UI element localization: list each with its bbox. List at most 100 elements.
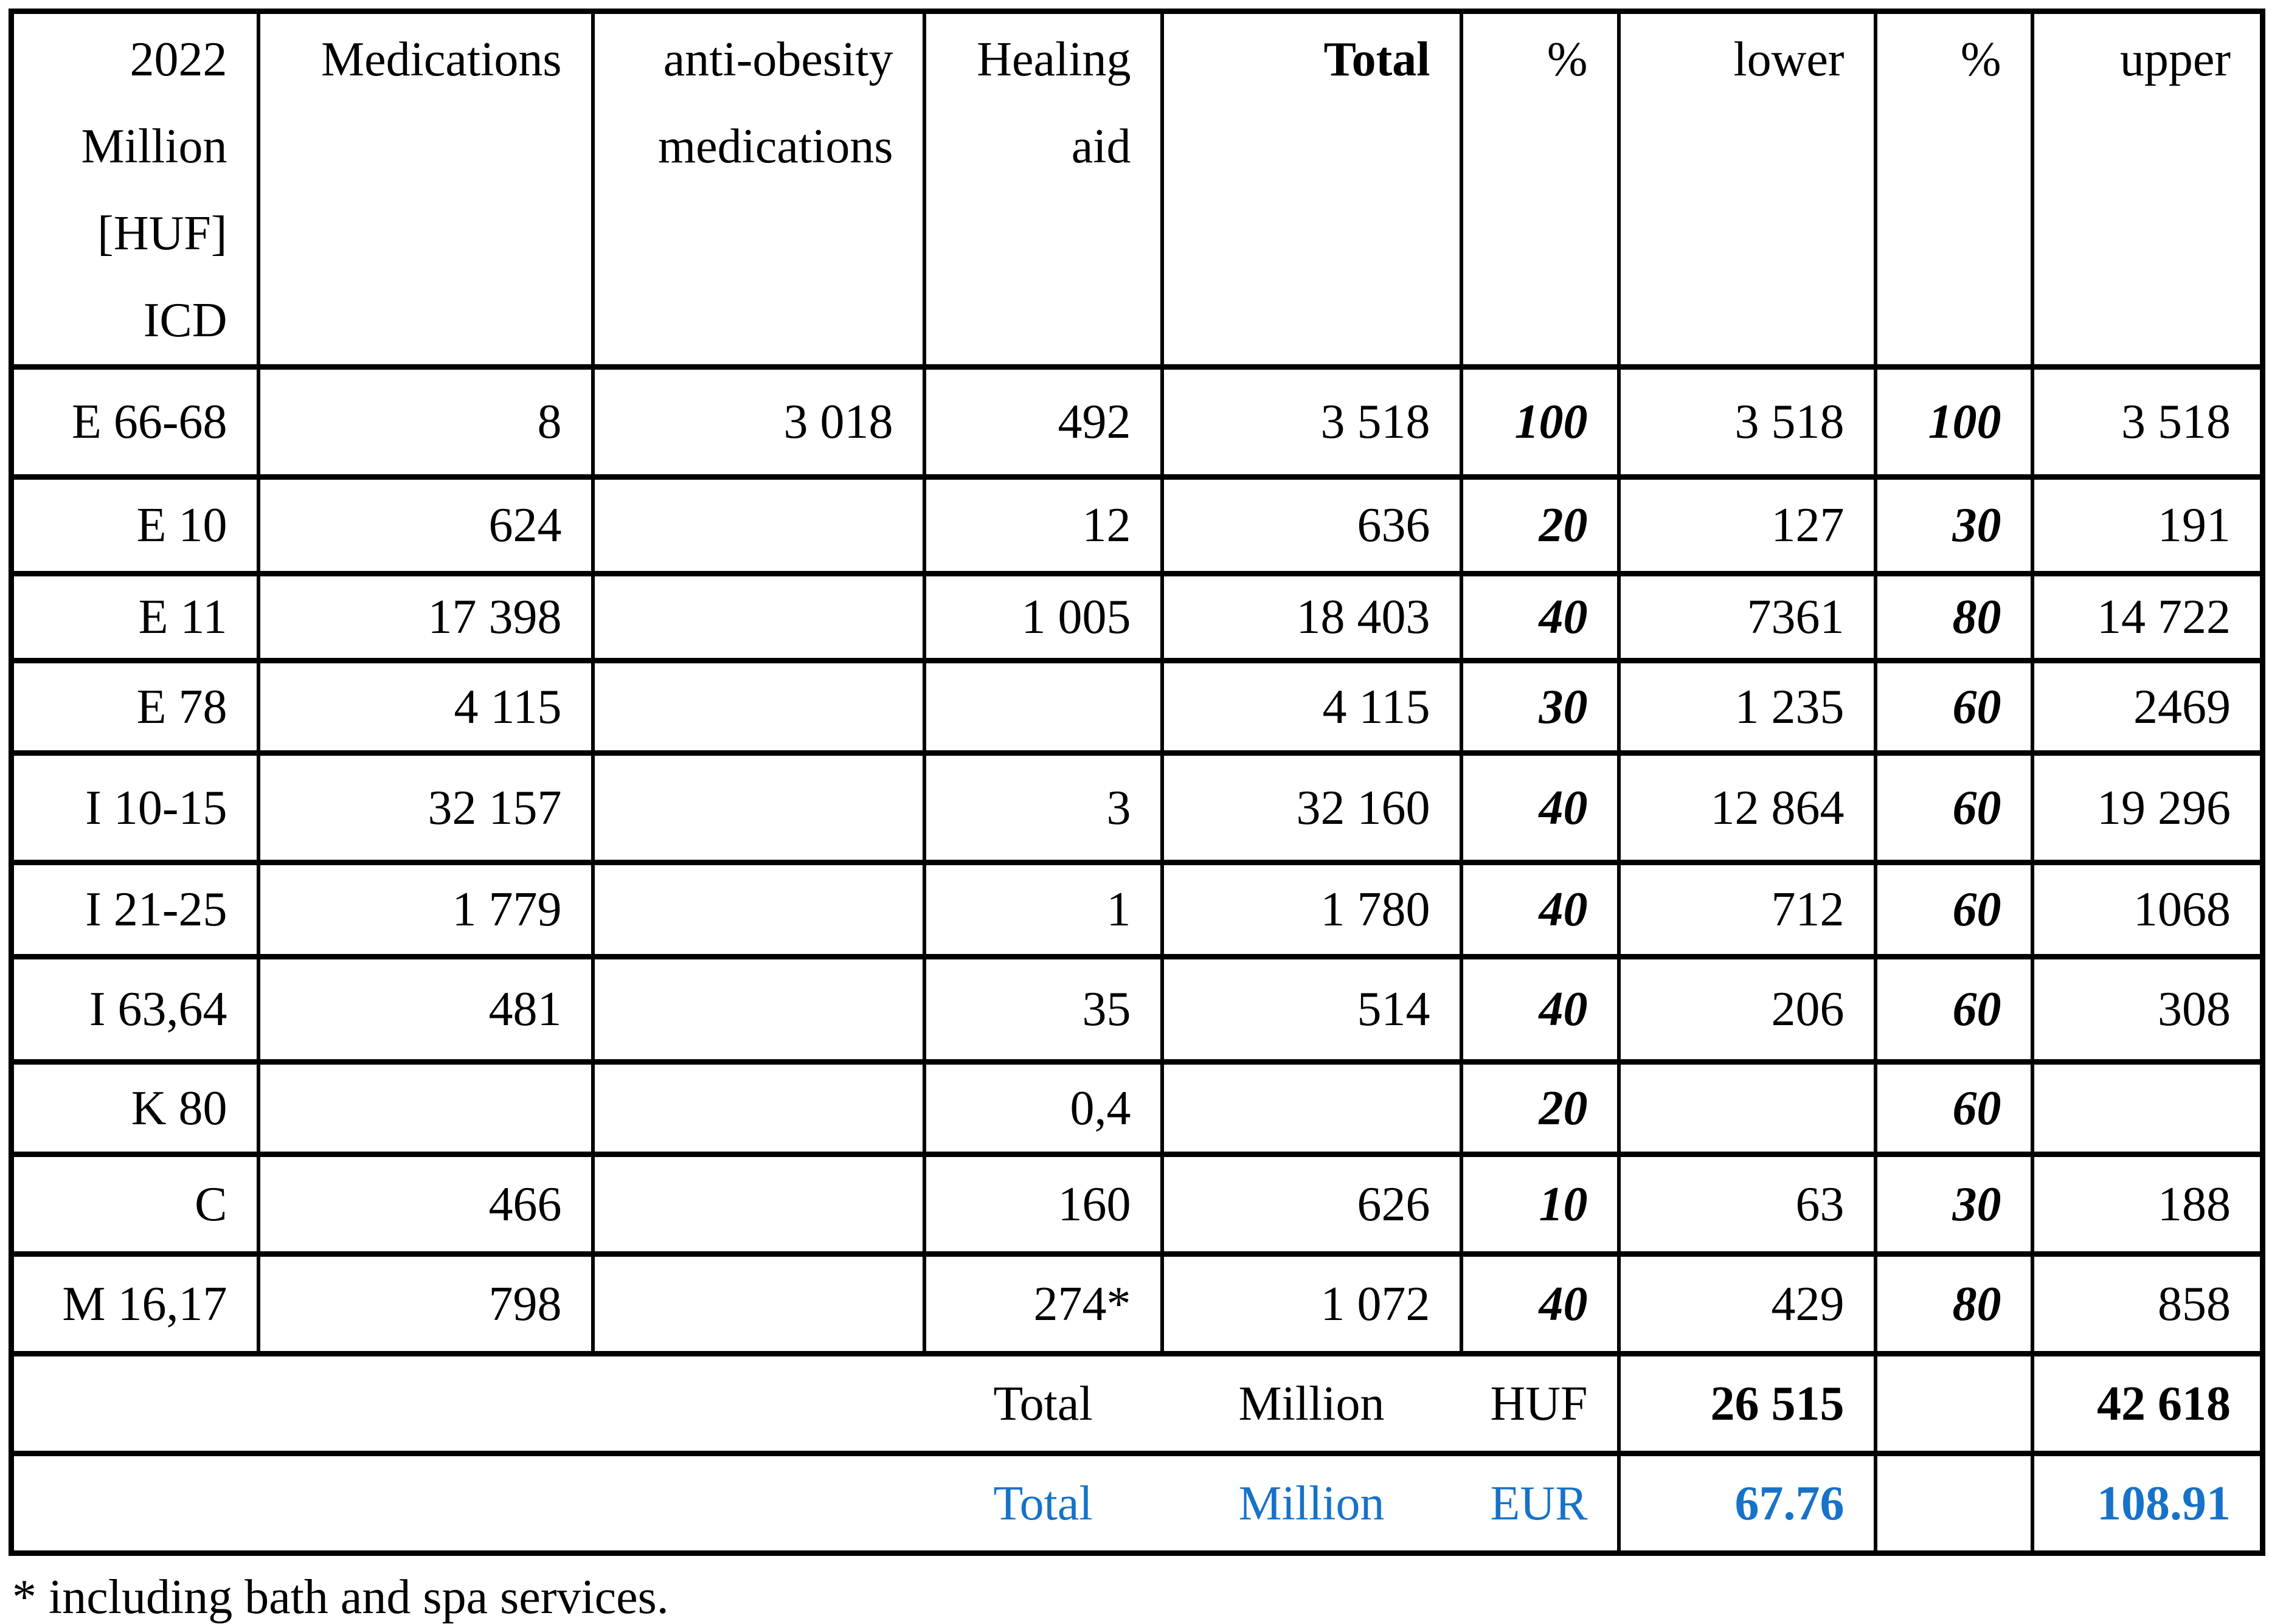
table-row: E 11 17 398 1 005 18 403 40 7361 80 14 7…: [9, 571, 2265, 663]
cell-total: 636: [1160, 474, 1463, 576]
cell-anti-obesity: [591, 1152, 926, 1257]
cell-pct-1: 30: [1459, 658, 1621, 756]
header-anti-obesity: anti-obesity medications: [591, 9, 926, 370]
header-upper: upper: [2030, 9, 2265, 370]
cell-lower: 127: [1616, 474, 1877, 576]
cell-pct-2: 60: [1873, 1059, 2034, 1157]
table-row: C 466 160 626 10 63 30 188: [9, 1152, 2265, 1257]
cell-total: 32 160: [1160, 750, 1463, 865]
cell-medications: 798: [256, 1251, 595, 1356]
header-pct-2: %: [1873, 9, 2034, 370]
cell-icd: E 10: [9, 474, 260, 576]
cell-medications: 1 779: [256, 860, 595, 959]
cell-pct-2: 80: [1873, 1251, 2034, 1356]
cell-upper: 188: [2030, 1152, 2265, 1257]
cell-total: 1 072: [1160, 1251, 1463, 1356]
cell-icd: I 10-15: [9, 750, 260, 865]
cell-upper: 858: [2030, 1251, 2265, 1356]
cell-healing-aid: 0,4: [922, 1059, 1164, 1157]
cell-total: 4 115: [1160, 658, 1463, 756]
cell-total: 3 518: [1160, 364, 1463, 480]
cell-pct-2: 60: [1873, 658, 2034, 756]
total-upper: 42 618: [2030, 1351, 2265, 1456]
cell-total: 18 403: [1160, 571, 1463, 663]
cell-pct-2: 100: [1873, 364, 2034, 480]
cell-healing-aid: [922, 658, 1164, 756]
cell-healing-aid: 1: [922, 860, 1164, 959]
cell-anti-obesity: [591, 1251, 926, 1356]
cell-lower: [1616, 1059, 1877, 1157]
cell-lower: 206: [1616, 954, 1877, 1065]
cell-total: [1160, 1059, 1463, 1157]
cell-medications: [256, 1059, 595, 1157]
cell-anti-obesity: [591, 474, 926, 576]
total-label: Total: [924, 1451, 1162, 1556]
cell-pct-2: 60: [1873, 750, 2034, 865]
cell-anti-obesity: [591, 954, 926, 1065]
cell-lower: 429: [1616, 1251, 1877, 1356]
total-empty: [9, 1351, 924, 1456]
cell-upper: 308: [2030, 954, 2265, 1065]
cell-lower: 712: [1616, 860, 1877, 959]
cell-pct-2: 30: [1873, 474, 2034, 576]
header-icd: 2022 Million [HUF] ICD: [9, 9, 260, 370]
cell-healing-aid: 274*: [922, 1251, 1164, 1356]
cell-lower: 3 518: [1616, 364, 1877, 480]
cell-healing-aid: 35: [922, 954, 1164, 1065]
total-row-eur: Total Million EUR 67.76 108.91: [9, 1451, 2265, 1556]
header-healing-aid: Healing aid: [922, 9, 1164, 370]
cell-icd: M 16,17: [9, 1251, 260, 1356]
icd-cost-table: 2022 Million [HUF] ICD Medications anti-…: [9, 9, 2265, 1556]
cell-pct-2: 60: [1873, 954, 2034, 1065]
cell-medications: 17 398: [256, 571, 595, 663]
cell-pct-1: 40: [1459, 860, 1621, 959]
cell-total: 514: [1160, 954, 1463, 1065]
total-lower: 26 515: [1616, 1351, 1877, 1456]
cell-anti-obesity: [591, 750, 926, 865]
cell-pct-1: 40: [1459, 1251, 1621, 1356]
table-row: E 10 624 12 636 20 127 30 191: [9, 474, 2265, 576]
header-medications: Medications: [256, 9, 595, 370]
cell-icd: I 21-25: [9, 860, 260, 959]
total-lower: 67.76: [1616, 1451, 1877, 1556]
header-lower: lower: [1616, 9, 1877, 370]
table-row: K 80 0,4 20 60: [9, 1059, 2265, 1157]
cell-upper: [2030, 1059, 2265, 1157]
cell-pct-1: 40: [1459, 954, 1621, 1065]
cell-medications: 466: [256, 1152, 595, 1257]
table-row: I 10-15 32 157 3 32 160 40 12 864 60 19 …: [9, 750, 2265, 865]
cell-medications: 481: [256, 954, 595, 1065]
cell-icd: I 63,64: [9, 954, 260, 1065]
total-currency: EUR: [1461, 1451, 1621, 1556]
cell-upper: 2469: [2030, 658, 2265, 756]
cell-total: 1 780: [1160, 860, 1463, 959]
cell-pct-2: 80: [1873, 571, 2034, 663]
cell-anti-obesity: [591, 658, 926, 756]
cell-total: 626: [1160, 1152, 1463, 1257]
cell-healing-aid: 3: [922, 750, 1164, 865]
cell-anti-obesity: 3 018: [591, 364, 926, 480]
cell-icd: E 78: [9, 658, 260, 756]
table-row: I 21-25 1 779 1 1 780 40 712 60 1068: [9, 860, 2265, 959]
total-empty: [9, 1451, 924, 1556]
total-unit: Million: [1162, 1451, 1461, 1556]
cell-pct-1: 40: [1459, 750, 1621, 865]
total-label: Total: [924, 1351, 1162, 1456]
cell-healing-aid: 160: [922, 1152, 1164, 1257]
cell-medications: 32 157: [256, 750, 595, 865]
table-row: M 16,17 798 274* 1 072 40 429 80 858: [9, 1251, 2265, 1356]
total-row-huf: Total Million HUF 26 515 42 618: [9, 1351, 2265, 1456]
cell-icd: C: [9, 1152, 260, 1257]
cell-pct-2: 60: [1873, 860, 2034, 959]
cell-medications: 4 115: [256, 658, 595, 756]
cell-pct-1: 10: [1459, 1152, 1621, 1257]
cell-anti-obesity: [591, 571, 926, 663]
cell-upper: 1068: [2030, 860, 2265, 959]
cell-lower: 7361: [1616, 571, 1877, 663]
total-pct-empty: [1873, 1351, 2034, 1456]
cell-anti-obesity: [591, 1059, 926, 1157]
cell-lower: 12 864: [1616, 750, 1877, 865]
cell-lower: 63: [1616, 1152, 1877, 1257]
header-row: 2022 Million [HUF] ICD Medications anti-…: [9, 9, 2265, 370]
